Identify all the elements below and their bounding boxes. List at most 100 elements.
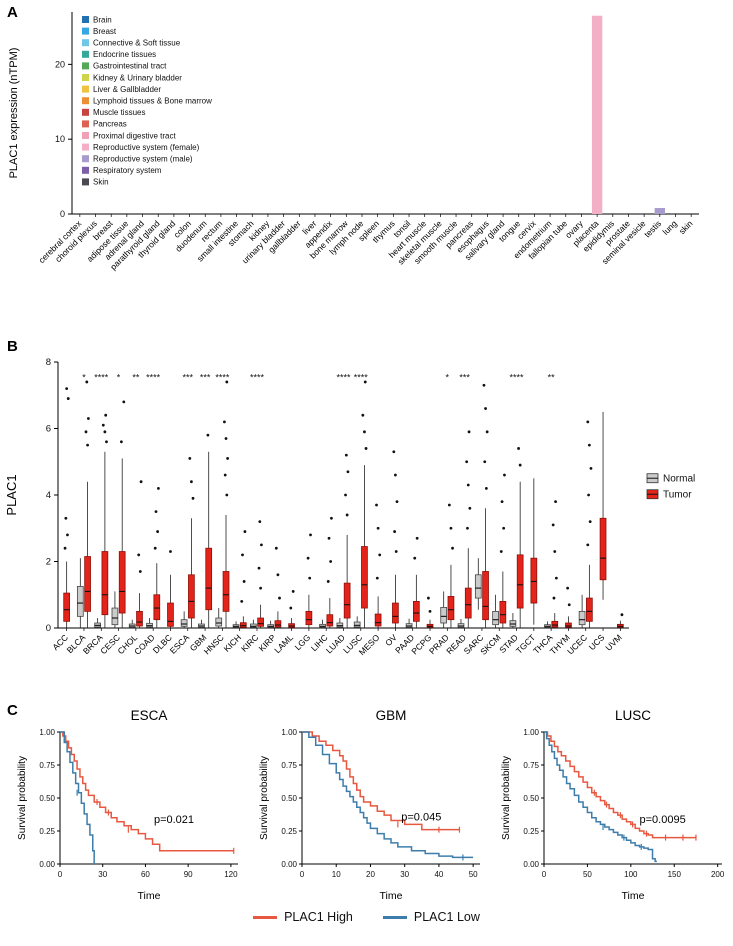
- svg-text:p=0.021: p=0.021: [154, 814, 194, 826]
- svg-text:UCS: UCS: [587, 632, 607, 652]
- svg-text:30: 30: [400, 870, 409, 879]
- svg-text:0.00: 0.00: [39, 860, 55, 869]
- svg-text:****: ****: [510, 372, 525, 382]
- km-chart-lusc: LUSC 0.00 0.25 0.50 0.75 1.00 0 50 100 150 200 Time…: [501, 708, 725, 902]
- svg-text:0.00: 0.00: [281, 860, 297, 869]
- svg-text:20: 20: [366, 870, 375, 879]
- svg-text:LUSC: LUSC: [615, 708, 651, 723]
- svg-text:0: 0: [46, 623, 51, 634]
- svg-text:10: 10: [55, 134, 65, 144]
- svg-text:Brain: Brain: [93, 15, 112, 24]
- svg-text:8: 8: [46, 357, 51, 368]
- svg-text:LAML: LAML: [272, 632, 295, 655]
- svg-text:Respiratory system: Respiratory system: [93, 166, 162, 175]
- svg-text:ESCA: ESCA: [168, 632, 192, 656]
- svg-text:***: ***: [200, 372, 211, 382]
- svg-text:LGG: LGG: [293, 632, 313, 652]
- svg-text:Reproductive system (male): Reproductive system (male): [93, 155, 193, 164]
- svg-text:0.75: 0.75: [39, 761, 55, 770]
- svg-text:Survival probability: Survival probability: [17, 756, 28, 840]
- svg-text:4: 4: [46, 490, 51, 501]
- svg-text:*: *: [446, 372, 450, 382]
- km-chart-esca: ESCA 0.00 0.25 0.50 0.75 1.00 0 30 60 90 120 Time Su…: [17, 708, 238, 902]
- svg-text:200: 200: [711, 870, 725, 879]
- svg-text:10: 10: [332, 870, 341, 879]
- svg-text:p=0.0095: p=0.0095: [640, 814, 686, 826]
- panel-a: A 0 10 20 PLAC1 expression (nTPM) cerebral c…: [0, 2, 733, 332]
- svg-text:GBM: GBM: [376, 708, 407, 723]
- svg-text:150: 150: [668, 870, 682, 879]
- svg-text:1.00: 1.00: [39, 728, 55, 737]
- svg-text:0.50: 0.50: [523, 794, 539, 803]
- svg-text:****: ****: [146, 372, 161, 382]
- plac1-low-line-swatch: [382, 915, 407, 919]
- svg-text:Endocrine tissues: Endocrine tissues: [93, 50, 156, 59]
- panel-c-label: C: [7, 702, 18, 719]
- svg-text:PLAC1 expression (nTPM): PLAC1 expression (nTPM): [8, 48, 20, 179]
- panel-c: C ESCA 0.00 0.25 0.50 0.75 1.00 0 30 60 90 120 Time…: [0, 700, 733, 946]
- svg-text:HNSC: HNSC: [202, 632, 226, 656]
- svg-text:skin: skin: [677, 218, 695, 236]
- svg-text:90: 90: [184, 870, 193, 879]
- svg-text:20: 20: [55, 59, 65, 69]
- svg-text:ESCA: ESCA: [131, 708, 168, 723]
- svg-text:****: ****: [94, 372, 109, 382]
- svg-text:****: ****: [250, 372, 265, 382]
- svg-text:UCEC: UCEC: [565, 632, 589, 656]
- svg-text:Time: Time: [138, 890, 161, 902]
- svg-text:0.75: 0.75: [523, 761, 539, 770]
- svg-text:0: 0: [58, 870, 63, 879]
- svg-text:KIRC: KIRC: [239, 632, 260, 653]
- svg-text:30: 30: [98, 870, 107, 879]
- km-chart-gbm: GBM 0.00 0.25 0.50 0.75 1.00 0 10 20 30 40 50 Time Su…: [259, 708, 480, 902]
- svg-text:0: 0: [60, 209, 65, 219]
- svg-text:50: 50: [583, 870, 592, 879]
- svg-text:lung: lung: [660, 218, 679, 237]
- svg-text:0.50: 0.50: [39, 794, 55, 803]
- svg-text:40: 40: [434, 870, 443, 879]
- svg-text:**: **: [132, 372, 140, 382]
- svg-text:Skin: Skin: [93, 178, 109, 187]
- svg-text:120: 120: [224, 870, 238, 879]
- pan-cancer-box-chart: 02468PLAC1ACC*BLCA****BRCA*CESC**CHOL***…: [4, 357, 695, 657]
- svg-text:Reproductive system (female): Reproductive system (female): [93, 143, 200, 152]
- svg-text:****: ****: [354, 372, 369, 382]
- svg-text:Time: Time: [622, 890, 645, 902]
- svg-text:PLAC1: PLAC1: [4, 474, 19, 515]
- svg-text:0: 0: [542, 870, 547, 879]
- panel-a-label: A: [7, 4, 18, 21]
- svg-text:100: 100: [624, 870, 638, 879]
- svg-text:Proximal digestive tract: Proximal digestive tract: [93, 131, 176, 140]
- km-charts-row: ESCA 0.00 0.25 0.50 0.75 1.00 0 30 60 90 120 Time Su…: [14, 706, 732, 904]
- svg-text:6: 6: [46, 424, 51, 435]
- svg-text:Liver & Gallbladder: Liver & Gallbladder: [93, 85, 161, 94]
- svg-text:Connective & Soft tissue: Connective & Soft tissue: [93, 39, 181, 48]
- svg-text:Kidney & Urinary bladder: Kidney & Urinary bladder: [93, 73, 182, 82]
- svg-text:Lymphoid tissues & Bone marrow: Lymphoid tissues & Bone marrow: [93, 97, 212, 106]
- svg-text:0.25: 0.25: [281, 827, 297, 836]
- svg-text:Tumor: Tumor: [663, 490, 692, 501]
- svg-text:Gastrointestinal tract: Gastrointestinal tract: [93, 62, 167, 71]
- svg-text:0.25: 0.25: [39, 827, 55, 836]
- svg-text:0.75: 0.75: [281, 761, 297, 770]
- panel-b-label: B: [7, 338, 18, 355]
- svg-text:****: ****: [336, 372, 351, 382]
- km-legend-item-low: PLAC1 Low: [382, 910, 480, 924]
- svg-text:KICH: KICH: [222, 632, 243, 653]
- svg-text:0.25: 0.25: [523, 827, 539, 836]
- svg-text:UVM: UVM: [603, 632, 623, 652]
- svg-text:p=0.045: p=0.045: [401, 811, 441, 823]
- svg-text:**: **: [548, 372, 556, 382]
- svg-text:Pancreas: Pancreas: [93, 120, 127, 129]
- svg-text:0.50: 0.50: [281, 794, 297, 803]
- svg-text:***: ***: [459, 372, 470, 382]
- km-legend-item-high: PLAC1 High: [253, 910, 353, 924]
- svg-text:****: ****: [215, 372, 230, 382]
- svg-text:Normal: Normal: [663, 474, 695, 485]
- svg-text:1.00: 1.00: [523, 728, 539, 737]
- svg-text:50: 50: [469, 870, 478, 879]
- panel-b: B 0 2 4 6 8 PLAC1 ACC * BLCA **** BRCA * CESC ** CHOL *…: [0, 336, 733, 694]
- svg-text:1.00: 1.00: [281, 728, 297, 737]
